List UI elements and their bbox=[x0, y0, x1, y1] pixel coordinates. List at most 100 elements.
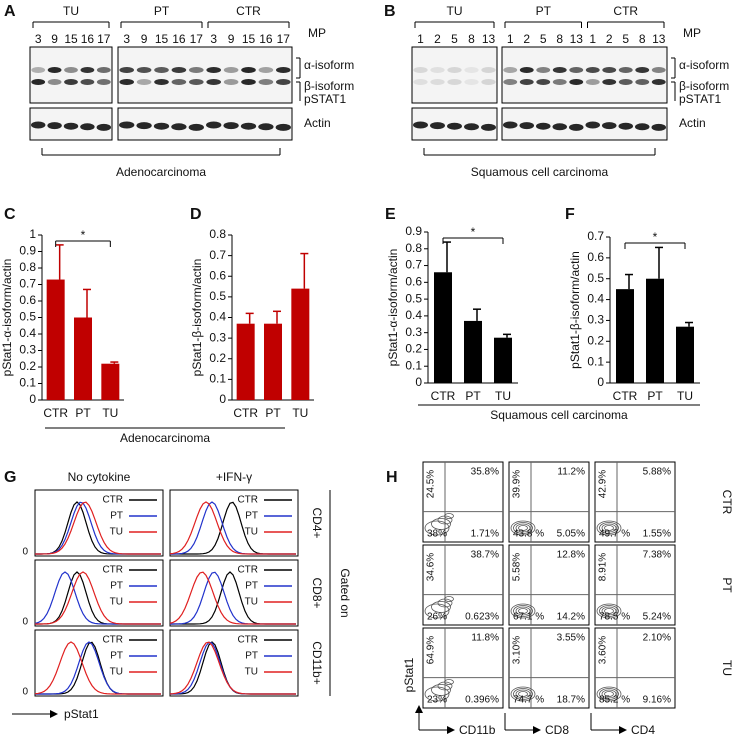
error-bar bbox=[443, 241, 451, 273]
contour bbox=[437, 598, 453, 608]
legend-label: CTR bbox=[237, 495, 258, 506]
flow-plot bbox=[508, 627, 590, 709]
band bbox=[119, 121, 135, 129]
band bbox=[96, 123, 112, 131]
gate-label: Gated on bbox=[338, 568, 352, 617]
x-tick-label: TU bbox=[495, 389, 511, 403]
y-tick-label: 0.5 bbox=[405, 291, 422, 305]
band bbox=[136, 122, 152, 130]
contour bbox=[604, 691, 614, 697]
band bbox=[552, 67, 567, 73]
y-zero: 0 bbox=[22, 687, 28, 698]
arrow-head bbox=[415, 705, 423, 713]
y-tick-label: 0.5 bbox=[587, 271, 604, 285]
lane-label: 2 bbox=[523, 32, 530, 46]
error-bar bbox=[83, 288, 91, 318]
y-tick-label: 0.5 bbox=[19, 310, 36, 324]
quadrant-label: 49.7 % bbox=[599, 529, 630, 540]
band bbox=[569, 79, 584, 85]
band bbox=[206, 79, 222, 85]
y-tick-label: 0.9 bbox=[19, 244, 36, 258]
arrow-head bbox=[447, 726, 455, 734]
contour bbox=[601, 523, 617, 533]
quadrant-label: 74.7 % bbox=[513, 695, 544, 706]
band bbox=[47, 67, 62, 73]
flow-plot bbox=[422, 461, 504, 543]
y-tick-label: 0.6 bbox=[209, 268, 226, 282]
lane-label: 15 bbox=[155, 32, 169, 46]
band bbox=[258, 79, 274, 85]
band bbox=[552, 79, 567, 85]
panel-label: A bbox=[4, 3, 16, 20]
contour bbox=[596, 520, 622, 536]
y-tick-label: 0.7 bbox=[209, 248, 226, 262]
band bbox=[136, 79, 152, 85]
band bbox=[154, 67, 169, 73]
band bbox=[569, 67, 584, 73]
band bbox=[519, 67, 534, 73]
lane-label: 16 bbox=[81, 32, 95, 46]
lane-label: 8 bbox=[556, 32, 563, 46]
band bbox=[413, 67, 428, 73]
flow-plot bbox=[594, 627, 676, 709]
band bbox=[171, 79, 187, 85]
contour bbox=[510, 520, 536, 536]
lane-label: 9 bbox=[141, 32, 148, 46]
group-label: PT bbox=[154, 4, 170, 18]
band bbox=[188, 67, 204, 73]
band bbox=[154, 79, 169, 85]
y-tick-label: 0.1 bbox=[19, 376, 36, 390]
quadrant-label: 39.9% bbox=[512, 470, 523, 498]
band bbox=[188, 79, 204, 85]
contour bbox=[604, 608, 614, 614]
panel-label: F bbox=[565, 206, 575, 223]
x-tick-label: TU bbox=[677, 389, 693, 403]
y-tick-label: 0.1 bbox=[209, 372, 226, 386]
y-tick-label: 0.6 bbox=[19, 293, 36, 307]
quadrant-label: 11.8% bbox=[471, 633, 499, 644]
contour bbox=[424, 520, 450, 536]
y-tick-label: 1 bbox=[29, 227, 36, 241]
bar bbox=[494, 337, 512, 383]
legend-label: PT bbox=[245, 511, 258, 522]
band bbox=[481, 67, 496, 73]
band bbox=[119, 79, 135, 85]
quadrant-label: 67.1 % bbox=[513, 612, 544, 623]
lane-label: 16 bbox=[259, 32, 273, 46]
histogram-panel bbox=[169, 489, 299, 557]
band bbox=[241, 67, 256, 73]
histogram-panel bbox=[169, 559, 299, 627]
band-label: Actin bbox=[304, 116, 331, 130]
quadrant-label: 11.2% bbox=[557, 467, 585, 478]
contour bbox=[510, 603, 536, 619]
contour bbox=[513, 522, 533, 534]
panel-label: H bbox=[386, 469, 398, 486]
band bbox=[447, 122, 462, 130]
group-label: Adenocarcinoma bbox=[120, 431, 210, 445]
group-label: CTR bbox=[613, 4, 638, 18]
error-bar bbox=[245, 312, 254, 324]
band bbox=[241, 79, 256, 85]
y-tick-label: 0.2 bbox=[19, 359, 36, 373]
arrow-head bbox=[533, 726, 541, 734]
legend-label: CTR bbox=[237, 565, 258, 576]
y-tick-label: 0.1 bbox=[587, 354, 604, 368]
band bbox=[568, 123, 584, 131]
arrow-head bbox=[50, 710, 58, 718]
lane-label: 15 bbox=[242, 32, 256, 46]
lane-label: 1 bbox=[507, 32, 514, 46]
panel-label: E bbox=[385, 206, 396, 223]
contour bbox=[601, 606, 617, 616]
quadrant-label: 18.7% bbox=[557, 695, 585, 706]
band bbox=[31, 79, 46, 85]
bar bbox=[46, 279, 65, 400]
y-axis-label: pStat1 bbox=[402, 657, 416, 692]
band-label: β-isoform bbox=[679, 79, 729, 93]
error-bar bbox=[300, 252, 309, 289]
quadrant-label: 12.8% bbox=[557, 550, 585, 561]
contour bbox=[596, 603, 622, 619]
band bbox=[602, 67, 617, 73]
x-axis-label: CD4 bbox=[631, 723, 655, 737]
row-label: CD8+ bbox=[310, 577, 324, 608]
band bbox=[503, 79, 518, 85]
